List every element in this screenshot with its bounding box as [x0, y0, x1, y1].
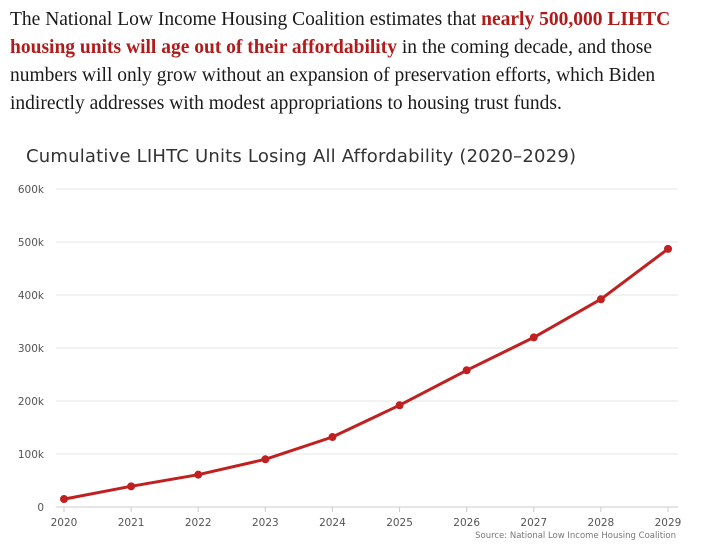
chart-title: Cumulative LIHTC Units Losing All Afford…: [26, 146, 577, 167]
x-tick-label: 2027: [520, 517, 547, 529]
highlighted-phrase: nearly 500,000 LIHTC housing units will …: [10, 9, 671, 58]
y-tick-label: 400k: [18, 290, 45, 302]
article-paragraph: The National Low Income Housing Coalitio…: [10, 6, 700, 118]
data-point[interactable]: [328, 433, 337, 442]
data-point[interactable]: [395, 401, 404, 410]
data-point[interactable]: [60, 495, 68, 504]
x-tick-label: 2028: [588, 517, 615, 529]
x-tick-label: 2026: [453, 517, 480, 529]
x-tick-label: 2023: [252, 517, 279, 529]
y-axis-ticks: 0 100k 200k 300k 400k 500k 600k: [18, 184, 45, 514]
x-axis-ticks: 2020 2021 2022 2023 2024 2025 2026 2027 2028 2029: [51, 507, 682, 529]
y-tick-label: 500k: [18, 237, 45, 249]
data-point[interactable]: [194, 470, 203, 479]
x-tick-label: 2021: [118, 517, 145, 529]
y-tick-label: 600k: [18, 184, 45, 196]
data-point[interactable]: [127, 482, 136, 491]
y-tick-label: 300k: [18, 343, 45, 355]
source-note: Source: National Low Income Housing Coal…: [475, 531, 676, 541]
paragraph-text-start: The National Low Income Housing Coalitio…: [10, 9, 482, 30]
data-points: [60, 244, 672, 504]
paragraph-text-end: in the coming decade, and those numbers …: [10, 37, 656, 114]
y-tick-label: 100k: [18, 449, 45, 461]
series-line: [63, 247, 669, 501]
x-tick-label: 2024: [319, 517, 346, 529]
data-point[interactable]: [462, 366, 471, 375]
x-tick-label: 2029: [655, 517, 682, 529]
x-tick-label: 2022: [185, 517, 212, 529]
y-tick-label: 0: [37, 502, 44, 514]
data-point[interactable]: [664, 244, 672, 253]
data-point[interactable]: [261, 455, 270, 464]
x-tick-label: 2025: [386, 517, 413, 529]
y-tick-label: 200k: [18, 396, 45, 408]
data-point[interactable]: [529, 333, 538, 342]
data-point[interactable]: [596, 295, 605, 304]
gridlines: [56, 188, 678, 508]
x-tick-label: 2020: [51, 517, 78, 529]
